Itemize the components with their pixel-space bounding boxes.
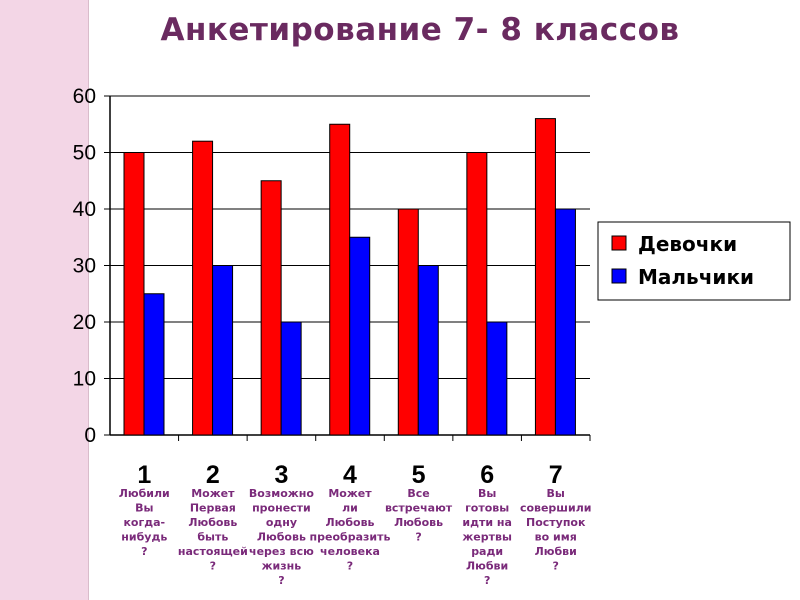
question-line: ли [342, 502, 358, 515]
question-line: Поступок [526, 516, 586, 529]
x-tick-label: 2 [206, 461, 220, 489]
question-line: ? [278, 574, 284, 587]
question-line: ? [415, 531, 421, 544]
question-line: ради [471, 545, 503, 558]
question-line: Может [191, 487, 235, 500]
question-line: нибудь [121, 531, 167, 544]
bar-girls [260, 180, 282, 436]
question-line: человека [320, 545, 380, 558]
legend-swatch [611, 235, 627, 251]
question-line: преобразить [310, 531, 391, 544]
question-line: Все [407, 487, 429, 500]
question-line: через всю [249, 545, 314, 558]
x-tick-label: 5 [412, 461, 426, 489]
y-tick-label: 10 [73, 368, 96, 391]
bar-girls [534, 118, 556, 436]
question-line: жертвы [462, 531, 512, 544]
legend-label: Мальчики [638, 265, 754, 289]
bar-boys [143, 293, 165, 436]
bar-boys [486, 321, 508, 436]
y-tick-label: 40 [73, 198, 96, 221]
y-tick-label: 0 [84, 424, 96, 447]
question-line: настоящей [178, 545, 248, 558]
question-line: Любовь [394, 516, 443, 529]
question-line: Любовь [188, 516, 237, 529]
question-line: Вы [478, 487, 496, 500]
question-line: одну [266, 516, 297, 529]
x-tick-label: 7 [549, 461, 563, 489]
bar-boys [417, 265, 439, 436]
question-line: Может [328, 487, 372, 500]
question-line: ? [347, 560, 353, 573]
bar-boys [554, 208, 576, 436]
bar-girls [329, 123, 351, 436]
bar-boys [212, 265, 234, 436]
question-line: жизнь [262, 560, 302, 573]
bar-boys [349, 236, 371, 436]
x-tick-label: 3 [274, 461, 288, 489]
question-line: Любовь [326, 516, 375, 529]
bar-boys [280, 321, 302, 436]
question-line: совершили [520, 502, 592, 515]
question-line: ? [553, 560, 559, 573]
chart-title: Анкетирование 7- 8 классов [160, 12, 680, 48]
legend-swatch [611, 268, 627, 284]
bar-girls [123, 152, 145, 436]
question-line: во имя [535, 531, 577, 544]
y-tick-label: 60 [73, 85, 96, 108]
question-line: ? [484, 574, 490, 587]
y-tick-label: 20 [73, 311, 96, 334]
question-line: Любви [466, 560, 508, 573]
question-line: когда- [123, 516, 165, 529]
bar-girls [397, 208, 419, 436]
question-line: быть [197, 531, 228, 544]
y-tick-label: 50 [73, 142, 96, 165]
x-tick-label: 4 [343, 461, 357, 489]
legend-label: Девочки [638, 232, 737, 256]
question-line: Любви [535, 545, 577, 558]
bar-girls [192, 140, 214, 436]
y-tick-label: 30 [73, 255, 96, 278]
question-line: Вы [547, 487, 565, 500]
question-line: Вы [135, 502, 153, 515]
bar-girls [466, 152, 488, 436]
question-line: встречают [385, 502, 453, 515]
decorative-side-stripe [0, 0, 89, 600]
question-line: идти на [462, 516, 512, 529]
question-line: ? [210, 560, 216, 573]
question-line: Любили [119, 487, 170, 500]
question-line: готовы [465, 502, 509, 515]
x-tick-label: 1 [137, 461, 151, 489]
question-line: Возможно [249, 487, 314, 500]
legend [597, 221, 791, 301]
question-line: Первая [190, 502, 236, 515]
x-tick-label: 6 [480, 461, 494, 489]
question-line: ? [141, 545, 147, 558]
question-line: Любовь [257, 531, 306, 544]
question-line: пронести [252, 502, 311, 515]
